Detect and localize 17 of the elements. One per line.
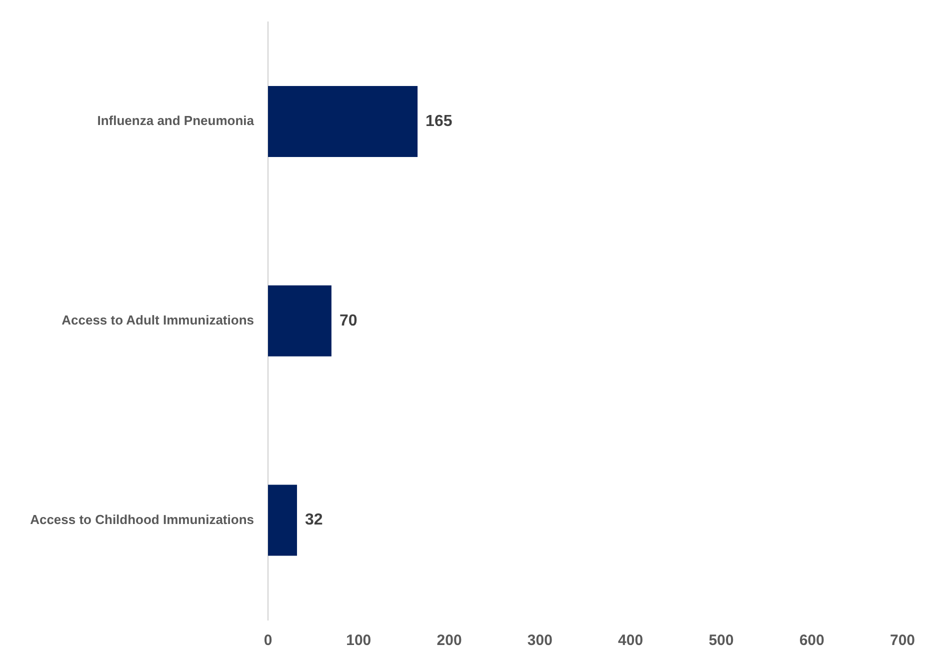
x-tick-label: 0 [264,632,272,650]
x-tick-label: 600 [799,632,824,650]
x-tick-label: 100 [346,632,372,650]
bar [268,285,332,356]
x-tick-label: 500 [708,632,734,650]
x-tick-label: 400 [618,632,644,650]
data-label: 165 [426,112,452,130]
data-label: 70 [339,312,358,330]
bar [268,86,418,157]
y-tick-label: Access to Adult Immunizations [62,312,254,328]
x-tick-label: 700 [890,632,915,650]
data-label: 32 [305,512,323,529]
x-tick-label: 200 [436,632,462,650]
y-tick-label: Access to Childhood Immunizations [30,512,254,527]
bar [268,484,298,556]
x-tick-label: 300 [527,632,552,650]
y-tick-label: Influenza and Pneumonia [97,113,255,128]
